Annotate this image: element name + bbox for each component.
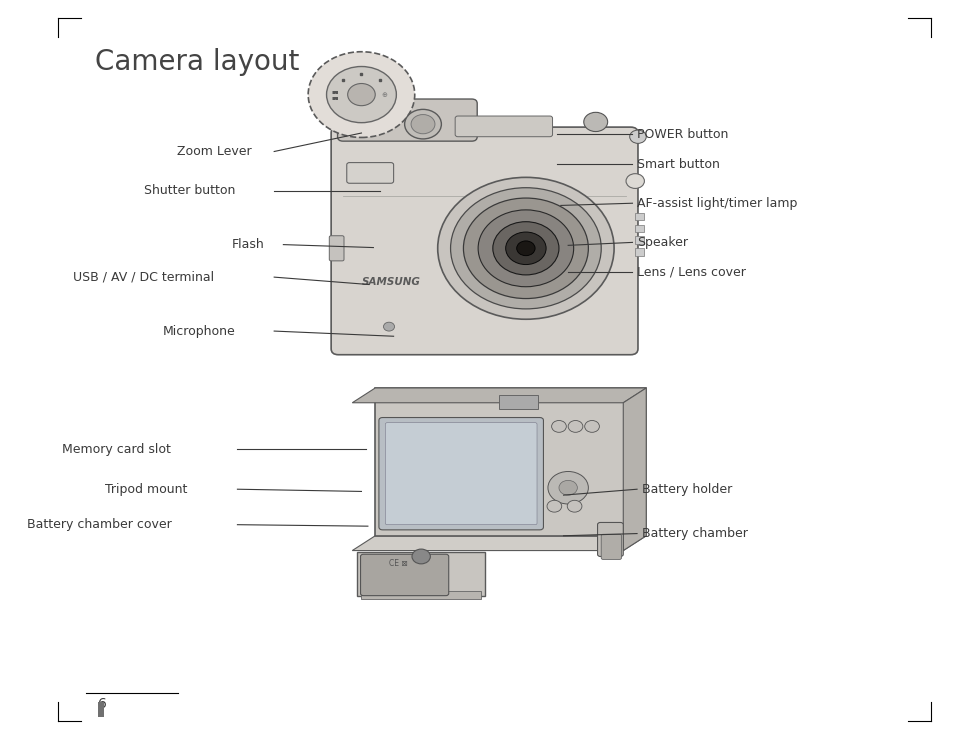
Circle shape bbox=[477, 210, 573, 287]
Circle shape bbox=[437, 177, 614, 319]
Text: SAMSUNG: SAMSUNG bbox=[361, 276, 420, 287]
Text: Shutter button: Shutter button bbox=[144, 184, 235, 197]
Text: Smart button: Smart button bbox=[637, 157, 720, 171]
Text: AF-assist light/timer lamp: AF-assist light/timer lamp bbox=[637, 197, 797, 210]
Text: CE ⊠: CE ⊠ bbox=[389, 559, 407, 568]
Text: USB / AV / DC terminal: USB / AV / DC terminal bbox=[73, 270, 214, 284]
FancyBboxPatch shape bbox=[597, 522, 622, 556]
Text: Speaker: Speaker bbox=[637, 236, 687, 249]
Bar bbox=[635, 225, 643, 232]
FancyBboxPatch shape bbox=[385, 423, 537, 525]
Circle shape bbox=[567, 500, 581, 512]
Bar bbox=[498, 395, 537, 409]
Bar bbox=[635, 213, 643, 220]
Text: Zoom Lever: Zoom Lever bbox=[176, 145, 251, 158]
Circle shape bbox=[625, 174, 643, 188]
Text: Battery chamber: Battery chamber bbox=[641, 527, 747, 540]
Circle shape bbox=[411, 115, 435, 134]
Text: Microphone: Microphone bbox=[163, 324, 235, 338]
Circle shape bbox=[546, 500, 561, 512]
Circle shape bbox=[558, 480, 577, 495]
Circle shape bbox=[450, 188, 600, 309]
Text: Tripod mount: Tripod mount bbox=[105, 483, 187, 496]
FancyBboxPatch shape bbox=[331, 127, 638, 355]
Text: Lens / Lens cover: Lens / Lens cover bbox=[637, 265, 745, 279]
Text: ▪▪
▪▪: ▪▪ ▪▪ bbox=[332, 89, 339, 100]
Circle shape bbox=[547, 471, 588, 504]
Text: Flash: Flash bbox=[232, 238, 265, 251]
Circle shape bbox=[404, 109, 441, 139]
Text: Camera layout: Camera layout bbox=[95, 48, 299, 76]
Circle shape bbox=[383, 322, 395, 331]
Bar bbox=[98, 702, 104, 717]
Polygon shape bbox=[375, 388, 645, 536]
Text: ⊕: ⊕ bbox=[381, 92, 387, 98]
Circle shape bbox=[568, 420, 582, 432]
Polygon shape bbox=[622, 388, 645, 551]
Circle shape bbox=[629, 130, 645, 143]
Circle shape bbox=[463, 198, 588, 299]
Circle shape bbox=[551, 420, 566, 432]
Bar bbox=[635, 236, 643, 244]
Circle shape bbox=[412, 549, 430, 564]
Circle shape bbox=[347, 84, 375, 106]
FancyBboxPatch shape bbox=[329, 236, 344, 261]
Circle shape bbox=[326, 67, 395, 123]
Polygon shape bbox=[352, 388, 645, 403]
FancyBboxPatch shape bbox=[360, 554, 448, 596]
Bar bbox=[635, 248, 643, 256]
Bar bbox=[361, 591, 480, 599]
Text: POWER button: POWER button bbox=[637, 128, 728, 141]
Circle shape bbox=[308, 52, 415, 137]
Polygon shape bbox=[352, 536, 645, 551]
Text: Battery chamber cover: Battery chamber cover bbox=[27, 518, 172, 531]
FancyBboxPatch shape bbox=[346, 163, 394, 183]
Text: Battery holder: Battery holder bbox=[641, 483, 731, 496]
Circle shape bbox=[493, 222, 558, 275]
Circle shape bbox=[584, 420, 598, 432]
FancyBboxPatch shape bbox=[455, 116, 552, 137]
FancyBboxPatch shape bbox=[337, 99, 476, 141]
FancyBboxPatch shape bbox=[600, 534, 620, 559]
Text: 6: 6 bbox=[98, 697, 107, 710]
Circle shape bbox=[517, 241, 535, 256]
Circle shape bbox=[583, 112, 607, 132]
Circle shape bbox=[505, 232, 545, 265]
Polygon shape bbox=[356, 552, 485, 596]
Text: Memory card slot: Memory card slot bbox=[62, 443, 172, 456]
FancyBboxPatch shape bbox=[378, 418, 543, 530]
